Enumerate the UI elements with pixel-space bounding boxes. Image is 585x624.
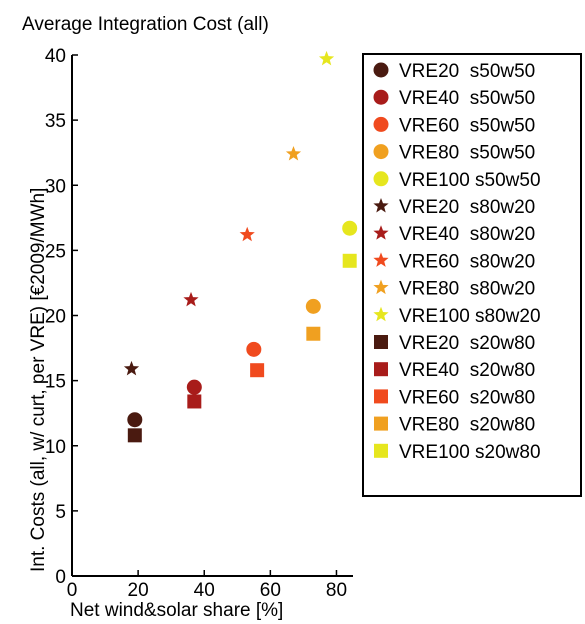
x-tick-label: 0	[67, 580, 78, 601]
y-tick-label: 25	[45, 241, 66, 262]
data-point-square	[306, 326, 321, 341]
legend-label: VRE60 s20w80	[399, 387, 535, 408]
legend-marker-circle	[373, 89, 389, 105]
data-point-star	[318, 50, 335, 66]
legend-label: VRE80 s20w80	[399, 415, 535, 436]
legend-label: VRE100 s80w20	[399, 306, 541, 327]
data-point-square	[187, 394, 202, 409]
plot-area: 0 5 10 15 20 25 30 35 40 0 20 40 60 80	[45, 46, 358, 601]
legend-marker-circle	[373, 62, 389, 78]
y-tick-label: 30	[45, 176, 66, 197]
legend-marker-square	[374, 443, 388, 458]
legend-label: VRE40 s80w20	[399, 224, 535, 245]
y-ticks: 0 5 10 15 20 25 30 35 40	[45, 46, 78, 588]
x-tick-label: 40	[194, 580, 215, 601]
y-tick-label: 35	[45, 111, 66, 132]
legend-marker-square	[374, 416, 388, 431]
data-point-circle	[186, 379, 202, 395]
legend-label: VRE20 s20w80	[399, 333, 535, 354]
x-tick-label: 60	[260, 580, 281, 601]
y-tick-label: 15	[45, 372, 66, 393]
legend-label: VRE60 s50w50	[399, 115, 535, 136]
legend-marker-star	[373, 198, 389, 213]
legend-box	[362, 53, 582, 497]
data-point-square	[127, 428, 142, 443]
legend-marker-circle	[373, 171, 389, 187]
data-point-square	[342, 253, 357, 268]
x-axis-label: Net wind&solar share [%]	[70, 600, 283, 621]
legend-items: VRE20 s50w50 VRE40 s50w50 VRE60 s50w50 VRE8…	[373, 61, 541, 463]
legend-label: VRE20 s50w50	[399, 61, 535, 82]
legend-marker-star	[373, 279, 389, 295]
x-tick-label: 80	[326, 580, 347, 601]
data-point-circle	[305, 298, 321, 314]
data-point-star	[183, 291, 199, 307]
legend-label: VRE40 s50w50	[399, 88, 535, 109]
y-tick-label: 10	[45, 437, 66, 458]
legend: VRE20 s50w50 VRE40 s50w50 VRE60 s50w50 VRE8…	[362, 53, 582, 497]
chart-title: Average Integration Cost (all)	[22, 14, 269, 35]
data-points	[123, 50, 358, 443]
y-tick-label: 20	[45, 307, 66, 328]
data-point-star	[239, 226, 255, 242]
legend-marker-star	[373, 225, 389, 240]
legend-label: VRE100 s50w50	[399, 170, 541, 191]
legend-marker-square	[374, 389, 388, 404]
legend-label: VRE80 s50w50	[399, 143, 535, 164]
x-ticks: 0 20 40 60 80	[67, 570, 347, 601]
legend-label: VRE40 s20w80	[399, 360, 535, 381]
legend-marker-circle	[373, 116, 389, 132]
data-point-star	[285, 145, 302, 161]
data-point-star	[123, 360, 140, 376]
legend-marker-star	[373, 306, 389, 322]
y-tick-label: 0	[55, 567, 66, 588]
y-tick-label: 5	[55, 502, 66, 523]
x-tick-label: 20	[128, 580, 149, 601]
legend-label: VRE20 s80w20	[399, 197, 535, 218]
legend-marker-star	[373, 252, 389, 267]
y-tick-label: 40	[45, 46, 66, 67]
data-point-circle	[127, 412, 143, 428]
legend-label: VRE60 s80w20	[399, 251, 535, 272]
legend-label: VRE80 s80w20	[399, 279, 535, 300]
legend-label: VRE100 s20w80	[399, 442, 541, 463]
legend-marker-circle	[373, 144, 389, 160]
data-point-circle	[246, 341, 262, 357]
y-axis-label: Int. Costs (all, w/ curt, per VRE) [€200…	[28, 188, 49, 572]
legend-marker-square	[374, 335, 388, 349]
data-point-circle	[342, 220, 358, 236]
data-point-square	[250, 363, 265, 378]
legend-marker-square	[374, 362, 388, 377]
